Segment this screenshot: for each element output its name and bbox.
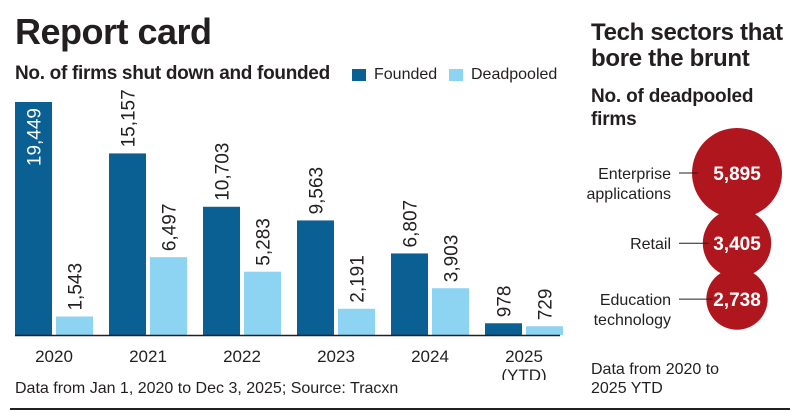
legend-swatch-founded xyxy=(352,69,366,81)
x-tick-label-1: 2021 xyxy=(129,347,167,366)
chart-subtitle: No. of firms shut down and founded xyxy=(15,63,330,84)
value-label-deadpooled-3: 2,191 xyxy=(348,255,369,303)
bubble-label-0: Enterprise applications xyxy=(587,166,672,203)
bubble-chart: 5,895 Enterprise applications 3,405 Retail 2,… xyxy=(587,125,785,333)
bottom-divider xyxy=(10,408,790,410)
value-label-founded-1: 15,157 xyxy=(119,89,140,147)
legend-label-deadpooled: Deadpooled xyxy=(471,66,558,83)
x-tick-label-4: 2024 xyxy=(411,347,449,366)
x-tick-label-0: 2020 xyxy=(35,347,73,366)
value-label-founded-2: 10,703 xyxy=(213,143,234,201)
value-label-deadpooled-4: 3,903 xyxy=(442,235,463,283)
bar-deadpooled-4 xyxy=(432,288,469,335)
value-label-founded-5: 978 xyxy=(495,286,516,318)
value-label-founded-3: 9,563 xyxy=(307,167,328,215)
legend-swatch-deadpooled xyxy=(449,69,463,81)
bubble-label-1: Retail xyxy=(630,236,671,253)
chart-title: Report card xyxy=(15,11,212,52)
x-tick-label-5: 2025 (YTD) xyxy=(501,347,546,380)
value-label-deadpooled-5: 729 xyxy=(536,289,557,321)
legend-item-deadpooled: Deadpooled xyxy=(449,67,557,83)
value-label-deadpooled-0: 1,543 xyxy=(66,263,87,311)
bar-founded-4 xyxy=(391,253,428,335)
bar-deadpooled-2 xyxy=(244,271,281,335)
bar-chart: 19,449 1,543 2020 15,157 6,497 2021 10,703 5,28… xyxy=(15,89,563,380)
value-label-founded-0: 19,449 xyxy=(25,108,46,166)
bubble-2 xyxy=(706,268,768,330)
bubble-label-2: Education technology xyxy=(594,292,671,329)
value-label-deadpooled-1: 6,497 xyxy=(160,204,181,252)
sectors-note: Data from 2020 to 2025 YTD xyxy=(591,361,720,397)
bubble-value-2: 2,738 xyxy=(713,290,761,311)
bar-founded-3 xyxy=(297,220,334,335)
bar-founded-5 xyxy=(485,323,522,335)
value-label-founded-4: 6,807 xyxy=(401,200,422,248)
x-tick-label-3: 2023 xyxy=(317,347,355,366)
bar-founded-1 xyxy=(109,153,146,335)
legend-item-founded: Founded xyxy=(352,67,437,83)
legend-label-founded: Founded xyxy=(374,66,438,83)
value-label-deadpooled-2: 5,283 xyxy=(254,218,275,266)
source-footnote: Data from Jan 1, 2020 to Dec 3, 2025; So… xyxy=(15,380,399,397)
bubble-value-0: 5,895 xyxy=(713,164,761,185)
bar-founded-0 xyxy=(15,102,52,335)
bar-founded-2 xyxy=(203,206,240,335)
bar-deadpooled-0 xyxy=(56,316,93,335)
bar-deadpooled-5 xyxy=(526,326,563,335)
bar-deadpooled-3 xyxy=(338,308,375,335)
bubble-1 xyxy=(702,209,772,278)
bubble-0 xyxy=(692,128,782,218)
sectors-subtitle: No. of deadpooled firms xyxy=(591,86,754,130)
bar-deadpooled-1 xyxy=(150,257,187,335)
bubble-value-1: 3,405 xyxy=(713,234,761,255)
x-tick-label-2: 2022 xyxy=(223,347,261,366)
sectors-title: Tech sectors that bore the brunt xyxy=(591,19,783,72)
